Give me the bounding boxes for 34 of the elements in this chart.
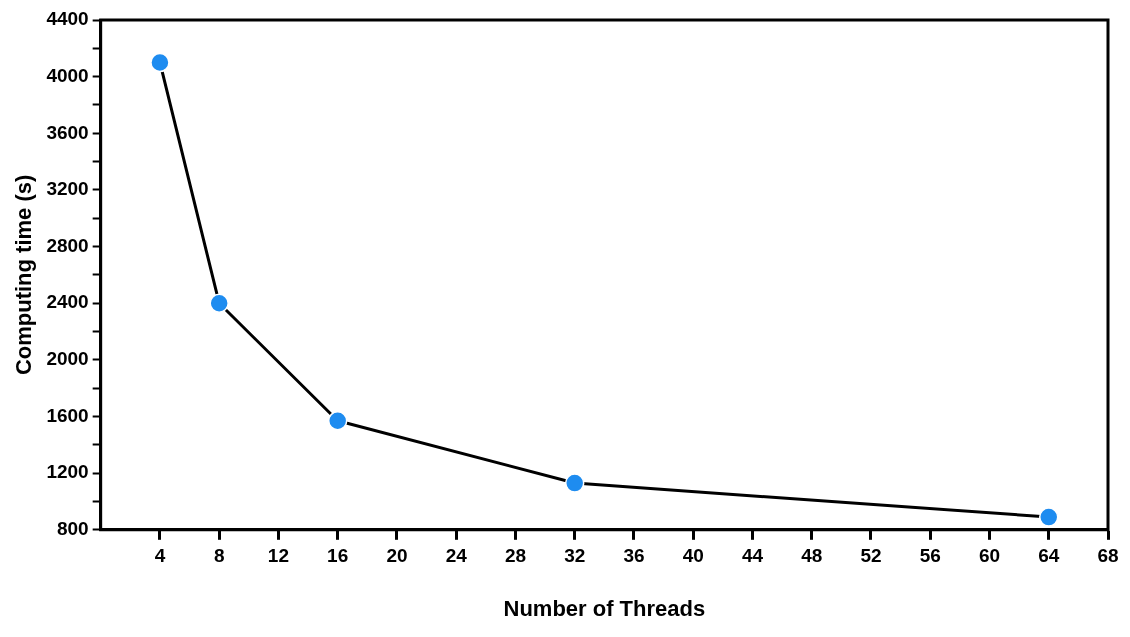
x-tick-label: 8 — [213, 545, 225, 567]
y-tick-label: 4000 — [46, 64, 89, 86]
x-tick-label: 12 — [267, 545, 289, 567]
x-tick-label: 64 — [1038, 545, 1060, 567]
x-tick-label: 40 — [682, 545, 704, 567]
y-tick-label: 800 — [56, 518, 89, 540]
x-tick-label: 24 — [445, 545, 468, 567]
x-tick-label: 52 — [860, 545, 882, 567]
x-tick-label: 4 — [154, 545, 166, 567]
x-tick-label: 68 — [1097, 545, 1119, 567]
x-tick-label: 28 — [504, 545, 527, 567]
y-tick-label: 1200 — [46, 461, 89, 483]
point — [564, 473, 585, 493]
x-tick-label: 56 — [919, 545, 941, 567]
x-tick-label: 36 — [623, 545, 645, 567]
x-tick-label: 16 — [327, 545, 349, 567]
x-tick-label: 60 — [978, 545, 1001, 567]
y-tick-label: 3600 — [46, 121, 89, 143]
point — [327, 411, 348, 431]
x-tick-label: 48 — [801, 545, 823, 567]
point — [150, 52, 170, 73]
point — [209, 293, 229, 313]
x-tick-label: 20 — [386, 545, 408, 567]
y-tick-label: 4400 — [46, 8, 89, 30]
x-tick-label: 44 — [741, 545, 764, 567]
y-tick-label: 3200 — [46, 178, 89, 200]
x-axis-title: Number of Threads — [503, 595, 706, 621]
point — [1038, 507, 1059, 527]
y-tick-label: 2400 — [46, 291, 89, 313]
y-tick-label: 1600 — [46, 404, 89, 426]
y-tick-label: 2800 — [46, 234, 89, 256]
y-axis-title: Computing time (s) — [11, 174, 37, 376]
y-tick-label: 2000 — [46, 348, 89, 370]
x-tick-label: 32 — [564, 545, 586, 567]
